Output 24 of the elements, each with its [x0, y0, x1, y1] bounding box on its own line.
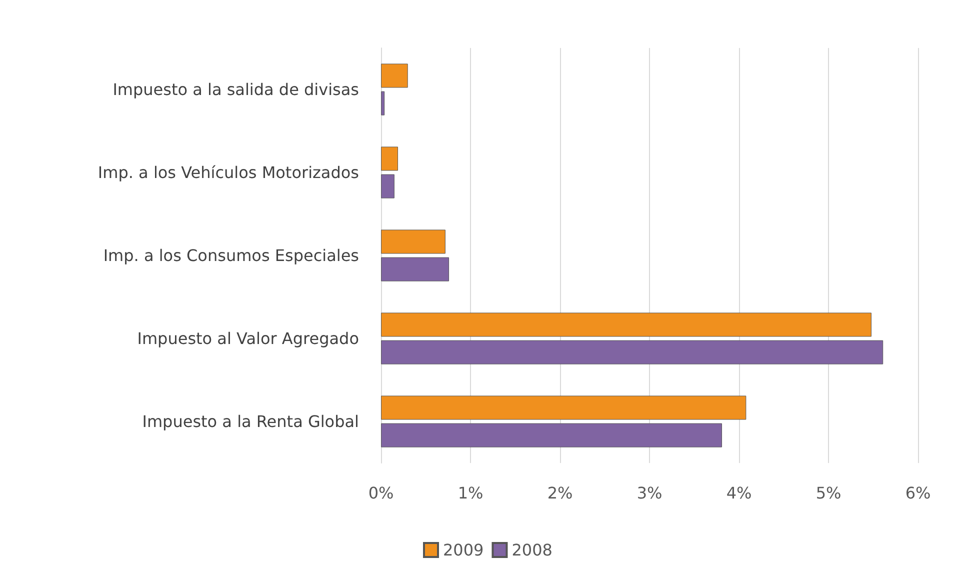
x-tick-label: 4% [726, 484, 752, 502]
bar [381, 257, 450, 282]
y-tick-label: Imp. a los Consumos Especiales [103, 246, 359, 265]
bar [381, 312, 872, 337]
x-tick-label: 6% [905, 484, 931, 502]
bar [381, 64, 408, 88]
bar [381, 340, 884, 364]
legend-label: 2008 [512, 540, 552, 560]
bar [381, 423, 722, 448]
y-tick-label: Impuesto al Valor Agregado [137, 329, 359, 348]
legend-label: 2009 [443, 540, 484, 560]
y-tick-label: Impuesto a la Renta Global [142, 412, 359, 431]
bar [381, 230, 446, 254]
y-tick-label: Impuesto a la salida de divisas [112, 80, 359, 99]
bar [381, 91, 385, 116]
bar [381, 174, 394, 198]
y-tick-label: Imp. a los Vehículos Motorizados [98, 163, 359, 182]
x-tick-label: 5% [816, 484, 842, 502]
bar [381, 146, 398, 171]
bar [381, 396, 746, 420]
x-tick-label: 0% [368, 484, 394, 502]
x-tick-label: 3% [636, 484, 662, 502]
x-tick-label: 1% [458, 484, 484, 502]
x-tick-label: 2% [547, 484, 573, 502]
